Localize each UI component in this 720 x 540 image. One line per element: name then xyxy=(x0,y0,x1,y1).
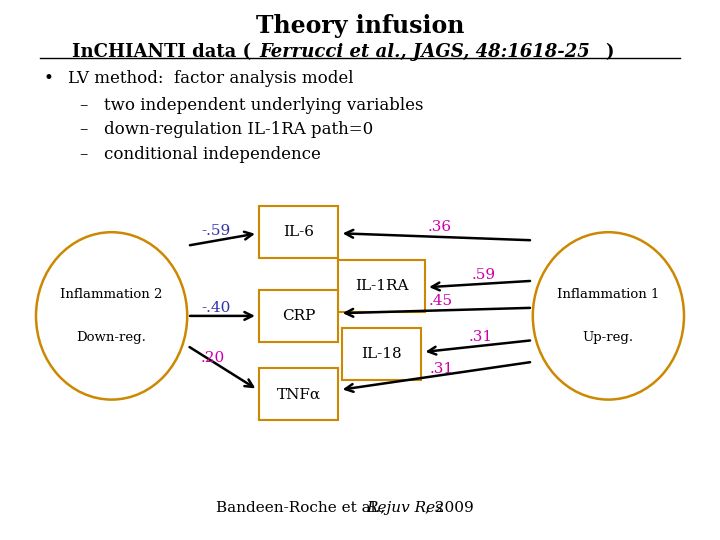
Text: two independent underlying variables: two independent underlying variables xyxy=(104,97,424,114)
Text: .36: .36 xyxy=(427,220,451,234)
Bar xyxy=(342,328,421,380)
Text: .45: .45 xyxy=(428,294,453,308)
Text: –: – xyxy=(79,122,88,138)
Text: CRP: CRP xyxy=(282,309,315,323)
Text: LV method:  factor analysis model: LV method: factor analysis model xyxy=(68,70,354,87)
Text: TNFα: TNFα xyxy=(276,387,321,401)
Text: Bandeen-Roche et al.,: Bandeen-Roche et al., xyxy=(216,501,390,515)
Text: •: • xyxy=(43,70,53,87)
Text: down-regulation IL-1RA path=0: down-regulation IL-1RA path=0 xyxy=(104,122,374,138)
Text: ): ) xyxy=(605,43,613,61)
Bar xyxy=(259,206,338,258)
Text: -.40: -.40 xyxy=(202,301,230,315)
Bar xyxy=(259,290,338,342)
Text: Up-reg.: Up-reg. xyxy=(582,331,634,344)
Text: Theory infusion: Theory infusion xyxy=(256,14,464,37)
Text: –: – xyxy=(79,97,88,114)
Text: .31: .31 xyxy=(469,330,493,344)
Text: .59: .59 xyxy=(472,268,496,282)
Text: IL-18: IL-18 xyxy=(361,347,402,361)
Text: -.59: -.59 xyxy=(202,224,230,238)
Text: , 2009: , 2009 xyxy=(425,501,474,515)
Bar xyxy=(259,368,338,420)
Text: InCHIANTI data (: InCHIANTI data ( xyxy=(72,43,251,61)
Text: .20: .20 xyxy=(200,351,225,365)
Text: –: – xyxy=(79,146,88,163)
Text: Inflammation 1: Inflammation 1 xyxy=(557,288,660,301)
Text: IL-1RA: IL-1RA xyxy=(355,279,408,293)
Text: Inflammation 2: Inflammation 2 xyxy=(60,288,163,301)
Text: .31: .31 xyxy=(430,362,454,376)
Text: Ferrucci et al., JAGS, 48:1618-25: Ferrucci et al., JAGS, 48:1618-25 xyxy=(259,43,590,61)
Text: IL-6: IL-6 xyxy=(283,225,315,239)
Bar xyxy=(338,260,425,312)
Text: Down-reg.: Down-reg. xyxy=(76,331,147,344)
Text: Rejuv Res: Rejuv Res xyxy=(366,501,443,515)
Text: conditional independence: conditional independence xyxy=(104,146,321,163)
